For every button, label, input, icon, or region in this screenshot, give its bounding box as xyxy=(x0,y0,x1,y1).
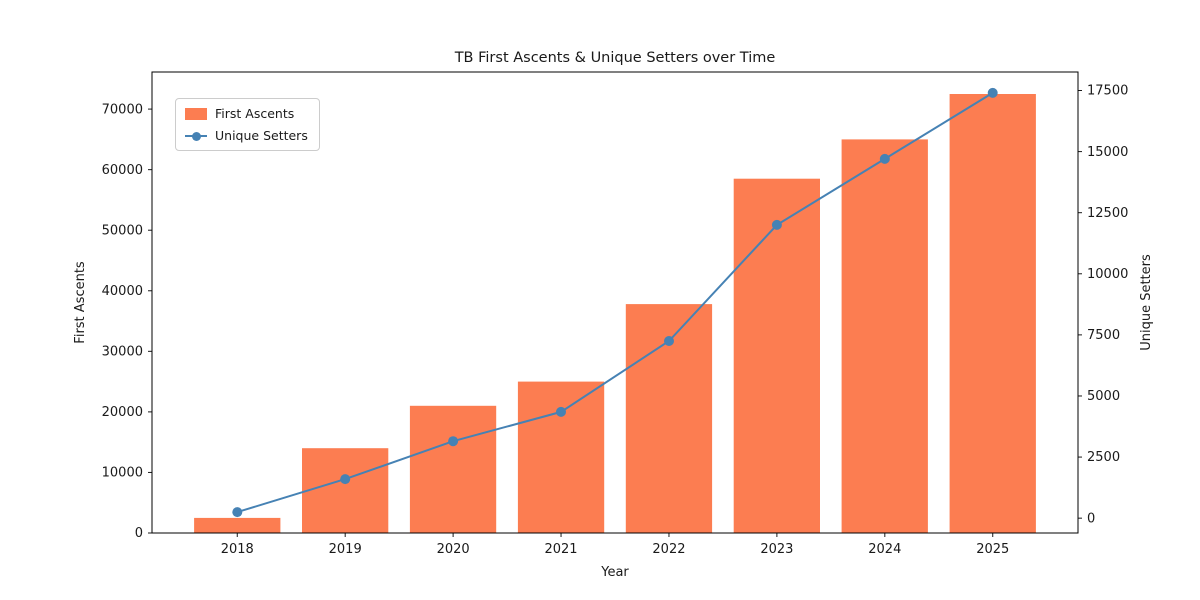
line-marker-2025 xyxy=(987,87,998,98)
right-y-axis-label: Unique Setters xyxy=(1139,254,1154,351)
left-y-tick-label-60000: 60000 xyxy=(102,163,143,178)
left-y-tick-label-30000: 30000 xyxy=(102,344,143,359)
line-marker-2020 xyxy=(448,436,459,447)
right-y-tick-label-2500: 2500 xyxy=(1087,450,1120,465)
bar-2018 xyxy=(194,517,281,533)
legend-item-first-ascents: First Ascents xyxy=(185,106,308,121)
right-y-tick-label-17500: 17500 xyxy=(1087,84,1128,99)
x-tick-label-2022: 2022 xyxy=(652,542,685,557)
axes-group: 2018 2019 2020 2021 2022 2023 2024 2025 0 10000 20… xyxy=(102,84,1129,557)
chart-title: TB First Ascents & Unique Setters over T… xyxy=(454,50,776,66)
left-y-tick-label-40000: 40000 xyxy=(102,284,143,299)
line-marker-2023 xyxy=(771,219,782,230)
bar-2020 xyxy=(409,405,497,533)
x-tick-label-2024: 2024 xyxy=(868,542,901,557)
left-y-tick-label-50000: 50000 xyxy=(102,223,143,238)
left-y-tick-label-70000: 70000 xyxy=(102,102,143,117)
line-marker-2021 xyxy=(556,406,566,417)
bar-2019 xyxy=(302,448,389,533)
line-marker-2022 xyxy=(664,336,674,346)
right-y-tick-label-7500: 7500 xyxy=(1087,328,1120,343)
left-y-tick-label-0: 0 xyxy=(135,526,143,541)
line-marker-swatch-icon xyxy=(185,130,207,142)
legend-item-unique-setters: Unique Setters xyxy=(185,128,308,143)
line-series-group xyxy=(232,87,998,518)
right-y-tick-label-15000: 15000 xyxy=(1087,145,1128,160)
line-marker-2018 xyxy=(232,507,243,518)
x-tick-label-2023: 2023 xyxy=(760,542,793,557)
right-y-tick-label-10000: 10000 xyxy=(1087,267,1128,282)
bar-2023 xyxy=(733,178,820,533)
left-y-tick-label-20000: 20000 xyxy=(102,405,143,420)
right-y-tick-label-12500: 12500 xyxy=(1087,206,1128,221)
line-marker-2019 xyxy=(340,474,351,485)
legend-label: Unique Setters xyxy=(215,128,308,143)
bar-2024 xyxy=(841,139,928,533)
bar-2021 xyxy=(517,381,605,533)
bar-2025 xyxy=(949,94,1036,533)
x-tick-label-2020: 2020 xyxy=(437,542,470,557)
x-axis-label: Year xyxy=(600,565,629,580)
plot-border xyxy=(151,71,1079,534)
left-y-axis-label: First Ascents xyxy=(73,261,88,344)
x-tick-label-2021: 2021 xyxy=(544,542,577,557)
legend-label: First Ascents xyxy=(215,106,295,121)
line-marker-2024 xyxy=(879,153,890,164)
bars-group xyxy=(194,94,1036,533)
legend: First Ascents Unique Setters xyxy=(175,98,320,151)
unique-setters-line xyxy=(237,92,994,514)
right-y-tick-label-0: 0 xyxy=(1087,511,1095,526)
left-y-tick-label-10000: 10000 xyxy=(102,466,143,481)
x-tick-label-2019: 2019 xyxy=(329,542,362,557)
right-y-tick-label-5000: 5000 xyxy=(1087,389,1120,404)
bar-swatch-icon xyxy=(185,107,207,120)
x-tick-label-2018: 2018 xyxy=(221,542,254,557)
x-tick-label-2025: 2025 xyxy=(976,542,1009,557)
